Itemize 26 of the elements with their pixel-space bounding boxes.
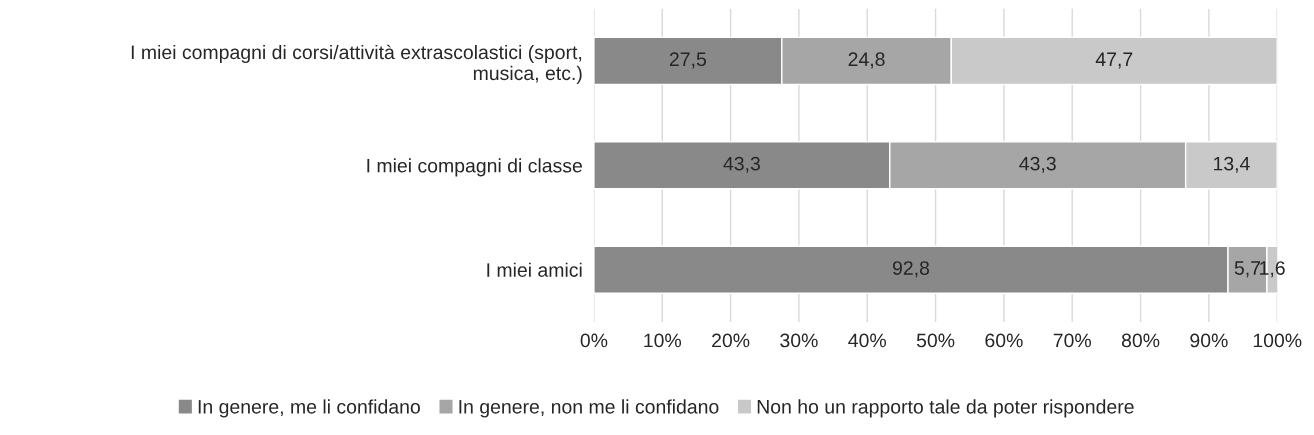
data-label: 13,4 [1213, 156, 1250, 173]
x-tick-label: 60% [985, 333, 1023, 348]
data-label: 43,3 [1019, 156, 1056, 173]
x-tick-label: 70% [1053, 333, 1091, 348]
x-tick-label: 20% [712, 333, 750, 348]
y-tick-label: I miei compagni di classe [367, 158, 582, 177]
x-tick-label: 0% [580, 333, 608, 348]
data-label: 27,5 [669, 52, 706, 69]
legend-label: Non ho un rapporto tale da poter rispondere [757, 399, 1134, 418]
legend-label: In genere, non me li confidano [459, 399, 719, 418]
data-label: 92,8 [892, 261, 930, 278]
x-tick-label: 80% [1121, 333, 1160, 348]
data-label: 5,7 [1234, 261, 1261, 278]
x-tick-label: 90% [1190, 333, 1228, 348]
y-tick-label: I miei compagni di corsi/attività extrascolastici (sport, musica, etc.) [131, 44, 582, 84]
x-tick-label: 30% [780, 333, 818, 348]
x-tick-label: 10% [644, 333, 682, 348]
y-tick-label: I miei amici [487, 262, 582, 277]
data-label: 1,6 [1260, 261, 1285, 278]
data-label: 24,8 [848, 52, 885, 69]
x-tick-label: 100% [1253, 333, 1302, 348]
x-tick-label: 50% [916, 333, 955, 348]
legend-label: In genere, me li confidano [198, 399, 420, 418]
data-label: 47,7 [1095, 52, 1133, 69]
data-label: 43,3 [723, 156, 760, 173]
x-tick-label: 40% [848, 333, 887, 348]
